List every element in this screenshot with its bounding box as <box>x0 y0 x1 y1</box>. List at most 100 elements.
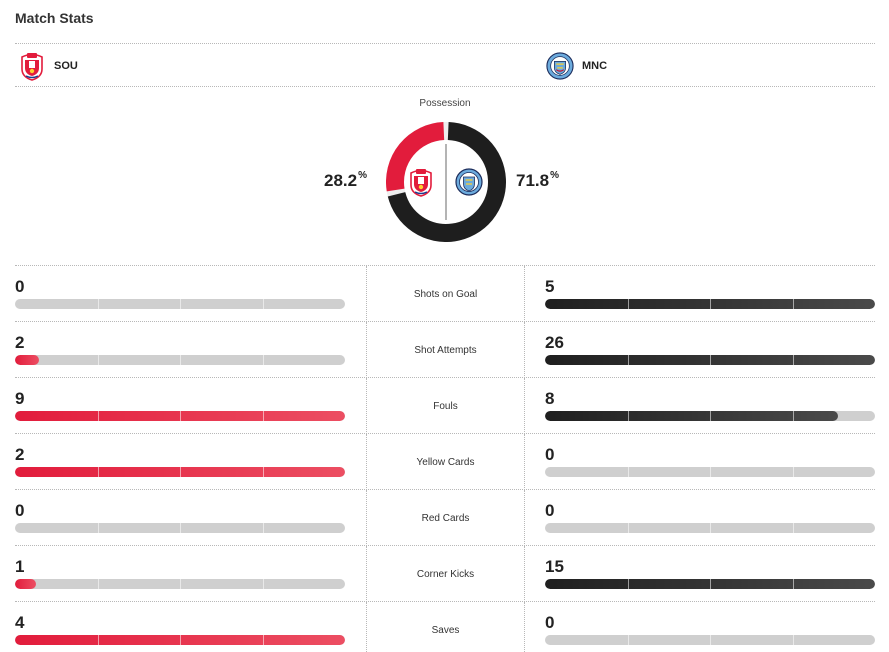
bar-tick <box>97 467 99 477</box>
bar-tick <box>262 355 264 365</box>
bar-tick <box>792 299 794 309</box>
stat-row: 9 Fouls 8 <box>15 377 875 434</box>
bar-tick <box>180 411 181 421</box>
row-divider <box>524 490 525 546</box>
home-stat-bar <box>15 467 345 477</box>
home-stat-fill <box>15 355 39 365</box>
bar-tick <box>262 299 264 309</box>
home-possession-arc <box>386 122 445 192</box>
away-team-abbr: MNC <box>582 60 608 72</box>
bar-tick <box>262 467 264 477</box>
home-team-abbr: SOU <box>54 60 78 72</box>
bar-tick <box>710 299 711 309</box>
bar-tick <box>792 411 794 421</box>
away-stat-value: 0 <box>545 445 555 464</box>
home-stat-bar <box>15 579 345 589</box>
bar-tick <box>627 579 629 589</box>
bar-tick <box>627 635 629 645</box>
home-stat-value: 2 <box>15 333 25 352</box>
row-divider <box>366 378 367 434</box>
bar-tick <box>262 523 264 533</box>
southampton-crest-icon <box>410 169 432 197</box>
bar-tick <box>710 411 711 421</box>
bar-tick <box>627 299 629 309</box>
bar-tick <box>97 411 99 421</box>
away-stat-fill <box>545 411 839 421</box>
bar-tick <box>710 579 711 589</box>
home-stat-value: 9 <box>15 389 25 408</box>
bar-tick <box>792 635 794 645</box>
away-team[interactable]: MNC <box>546 50 607 82</box>
stat-label: Fouls <box>433 401 458 412</box>
away-stat-value: 26 <box>545 333 564 352</box>
bar-tick <box>180 355 181 365</box>
away-stat-bar <box>545 411 875 421</box>
stat-row: 2 Yellow Cards 0 <box>15 433 875 490</box>
bar-tick <box>792 579 794 589</box>
possession-label: Possession <box>419 98 471 109</box>
stat-label: Shots on Goal <box>413 289 478 300</box>
row-divider <box>524 378 525 434</box>
away-stat-value: 15 <box>545 557 564 576</box>
stat-label: Shot Attempts <box>414 345 477 356</box>
home-possession-value: 28.2% <box>324 170 367 191</box>
away-stat-bar <box>545 523 875 533</box>
home-stat-bar <box>15 299 345 309</box>
away-stat-value: 0 <box>545 501 555 520</box>
bar-tick <box>627 467 629 477</box>
row-divider <box>524 434 525 490</box>
bar-tick <box>97 299 99 309</box>
stat-row: 1 Corner Kicks 15 <box>15 545 875 602</box>
row-divider <box>366 546 367 602</box>
home-stat-bar <box>15 411 345 421</box>
home-stat-value: 0 <box>15 501 25 520</box>
row-divider <box>366 490 367 546</box>
home-stat-fill <box>15 579 36 589</box>
away-possession-number: 71.8 <box>516 171 550 190</box>
home-team[interactable]: SOU <box>18 50 78 82</box>
home-possession-unit: % <box>358 170 367 181</box>
stat-row: 2 Shot Attempts 26 <box>15 321 875 378</box>
away-stat-bar <box>545 355 875 365</box>
bar-tick <box>710 467 711 477</box>
bar-tick <box>97 523 99 533</box>
home-stat-bar <box>15 355 345 365</box>
manchester-city-crest-icon <box>455 168 483 196</box>
home-stat-value: 1 <box>15 557 25 576</box>
bar-tick <box>627 355 629 365</box>
southampton-crest-icon <box>21 53 43 81</box>
row-divider <box>366 266 367 322</box>
row-divider <box>524 266 525 322</box>
stat-label: Corner Kicks <box>416 569 475 580</box>
away-possession-unit: % <box>550 170 559 181</box>
bar-tick <box>97 635 99 645</box>
bar-tick <box>710 523 711 533</box>
home-stat-value: 0 <box>15 277 25 296</box>
home-stat-value: 4 <box>15 613 25 632</box>
bar-tick <box>180 467 181 477</box>
match-stats-title: Match Stats <box>15 10 94 26</box>
stat-label: Yellow Cards <box>416 457 475 468</box>
bar-tick <box>262 411 264 421</box>
bar-tick <box>710 355 711 365</box>
stat-label: Saves <box>431 625 460 636</box>
row-divider <box>524 602 525 652</box>
away-stat-value: 5 <box>545 277 555 296</box>
stat-row: 4 Saves 0 <box>15 601 875 652</box>
bar-tick <box>180 579 181 589</box>
stat-row: 0 Shots on Goal 5 <box>15 265 875 322</box>
away-stat-bar <box>545 635 875 645</box>
home-stat-value: 2 <box>15 445 25 464</box>
manchester-city-crest-icon <box>546 52 574 80</box>
away-stat-value: 0 <box>545 613 555 632</box>
bar-tick <box>97 579 99 589</box>
row-divider <box>366 434 367 490</box>
row-divider <box>366 322 367 378</box>
teams-header: SOU MNC <box>15 43 875 87</box>
stats-table: 0 Shots on Goal 5 2 Shot Attempts 26 9 Fouls 8 2 Y… <box>15 265 875 652</box>
bar-tick <box>262 635 264 645</box>
stat-label: Red Cards <box>421 513 470 524</box>
bar-tick <box>627 523 629 533</box>
away-stat-bar <box>545 579 875 589</box>
bar-tick <box>180 523 181 533</box>
